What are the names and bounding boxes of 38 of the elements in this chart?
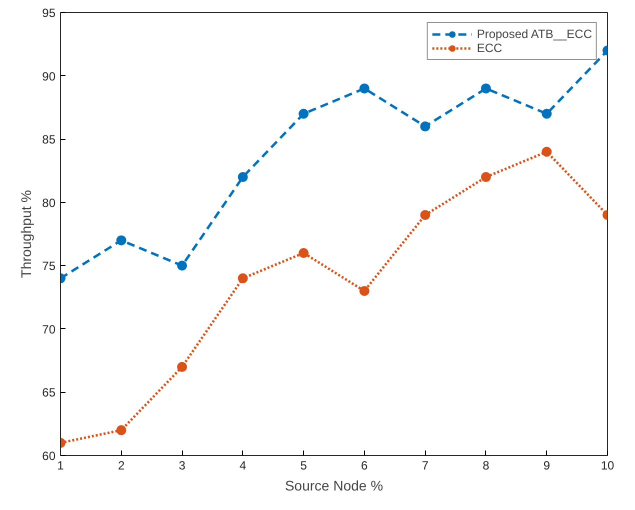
x-tick-label: 8 — [482, 458, 490, 472]
x-tick-label: 10 — [600, 458, 614, 472]
y-tick-label: 80 — [42, 196, 56, 210]
x-tick-label: 6 — [361, 458, 368, 472]
point — [542, 146, 552, 157]
x-tick-label: 2 — [118, 458, 125, 472]
point — [480, 172, 491, 182]
x-tick-label: 3 — [178, 458, 186, 472]
y-tick-label: 75 — [42, 259, 56, 274]
point — [298, 248, 309, 258]
legend-label: ECC — [476, 41, 502, 55]
x-axis-title: Source Node % — [284, 478, 384, 494]
x-tick-label: 1 — [57, 458, 64, 472]
y-tick-label: 85 — [42, 132, 56, 147]
y-axis-title: Throughput % — [18, 190, 34, 278]
y-tick-label: 90 — [42, 69, 56, 84]
point — [298, 108, 309, 119]
point — [359, 286, 370, 296]
point — [238, 172, 248, 182]
point — [359, 83, 370, 94]
y-tick-label: 70 — [42, 322, 56, 336]
point — [238, 273, 248, 284]
y-tick-label: 95 — [42, 6, 56, 20]
x-tick-label: 4 — [239, 458, 246, 472]
point — [420, 210, 430, 220]
point — [177, 260, 188, 271]
point — [542, 108, 552, 119]
legend-label: Proposed ATB__ECC — [476, 27, 592, 41]
point — [116, 235, 126, 246]
x-tick-label: 5 — [300, 458, 308, 472]
y-tick-label: 60 — [42, 449, 56, 463]
point — [420, 121, 430, 132]
point — [480, 83, 491, 94]
y-tick-label: 65 — [42, 386, 56, 400]
point — [177, 362, 188, 372]
x-tick-label: 7 — [422, 458, 429, 472]
point — [116, 425, 126, 436]
x-tick-label: 9 — [543, 458, 550, 472]
